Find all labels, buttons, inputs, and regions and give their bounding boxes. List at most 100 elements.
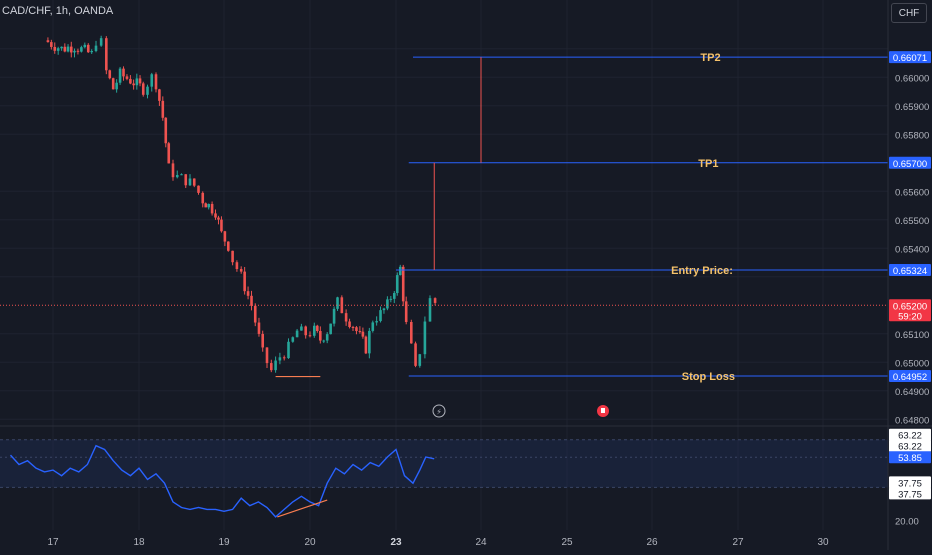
candle-body[interactable] [368,330,371,354]
candle-body[interactable] [118,68,122,83]
candle-body[interactable] [207,203,210,208]
candle-body[interactable] [392,293,396,299]
candle-body[interactable] [220,219,223,232]
candle-body[interactable] [414,343,417,366]
candle-body[interactable] [175,174,179,178]
candle-body[interactable] [261,333,264,348]
candle-body[interactable] [336,297,339,309]
candle-body[interactable] [332,308,336,324]
candle-body[interactable] [404,301,408,322]
candle-body[interactable] [278,357,282,361]
candle-body[interactable] [63,46,67,52]
candle-body[interactable] [270,363,273,371]
candle-body[interactable] [188,178,192,186]
currency-button[interactable]: CHF [891,3,927,23]
candle-body[interactable] [246,291,250,296]
candle-body[interactable] [358,331,362,333]
candle-body[interactable] [344,313,348,322]
candle-body[interactable] [86,44,90,53]
candle-body[interactable] [217,217,220,220]
candle-body[interactable] [56,48,60,51]
rsi-line[interactable] [9,444,435,518]
candle-body[interactable] [235,262,239,270]
candle-body[interactable] [46,40,50,43]
candle-body[interactable] [214,213,217,218]
candle-body[interactable] [141,83,145,95]
candle-body[interactable] [223,231,227,242]
candle-body[interactable] [73,50,76,53]
candle-body[interactable] [428,298,432,322]
candle-body[interactable] [76,50,80,52]
candle-body[interactable] [122,68,125,77]
candle-body[interactable] [231,250,234,263]
candle-body[interactable] [161,100,165,118]
candle-body[interactable] [295,330,299,338]
candle-body[interactable] [395,275,399,294]
candle-body[interactable] [115,82,118,90]
candle-body[interactable] [340,297,344,314]
candle-body[interactable] [135,78,139,86]
candle-body[interactable] [329,323,332,335]
candle-body[interactable] [316,325,319,331]
candle-body[interactable] [322,340,326,342]
lightning-icon[interactable] [432,404,446,418]
candle-body[interactable] [158,89,161,101]
candle-body[interactable] [129,78,132,84]
candle-body[interactable] [80,47,83,52]
candle-body[interactable] [197,185,200,193]
candle-body[interactable] [257,322,261,334]
candle-body[interactable] [319,330,322,341]
candle-body[interactable] [239,269,243,272]
candle-body[interactable] [313,325,316,336]
candle-body[interactable] [355,327,358,332]
candle-body[interactable] [108,70,112,79]
candle-body[interactable] [90,51,93,53]
candle-body[interactable] [389,298,393,300]
candle-body[interactable] [94,45,98,52]
candle-body[interactable] [287,341,290,359]
candle-body[interactable] [418,354,422,366]
candle-body[interactable] [308,335,312,337]
candle-body[interactable] [375,321,378,323]
candle-body[interactable] [361,331,365,337]
candle-body[interactable] [382,308,386,311]
candle-body[interactable] [386,299,389,309]
candle-body[interactable] [253,305,257,323]
candle-body[interactable] [105,38,108,71]
candle-body[interactable] [167,143,171,164]
candle-body[interactable] [304,326,307,336]
candle-body[interactable] [184,174,188,186]
candle-body[interactable] [50,42,53,47]
candle-body[interactable] [433,298,437,303]
candle-body[interactable] [398,266,402,276]
candle-body[interactable] [154,74,158,90]
candle-body[interactable] [423,321,427,355]
candle-body[interactable] [351,327,355,329]
candle-body[interactable] [250,295,253,306]
candle-body[interactable] [60,46,63,49]
candle-body[interactable] [171,163,175,178]
candle-body[interactable] [125,76,129,79]
candle-body[interactable] [204,203,208,208]
candle-body[interactable] [265,347,269,364]
candle-body[interactable] [325,334,329,341]
candle-body[interactable] [138,78,142,84]
candle-body[interactable] [99,38,103,46]
candle-body[interactable] [379,310,382,322]
candle-body[interactable] [164,117,168,144]
candle-body[interactable] [282,357,286,359]
candle-body[interactable] [291,337,295,342]
candle-body[interactable] [69,46,73,53]
candle-body[interactable] [146,86,149,95]
candle-body[interactable] [180,174,183,176]
candle-body[interactable] [227,241,230,251]
candle-body[interactable] [150,74,154,87]
candle-body[interactable] [201,192,205,204]
candle-body[interactable] [348,321,351,328]
candle-body[interactable] [243,271,246,292]
candle-body[interactable] [364,336,368,354]
candle-body[interactable] [132,83,135,86]
candle-body[interactable] [83,44,87,48]
candle-body[interactable] [371,322,375,331]
